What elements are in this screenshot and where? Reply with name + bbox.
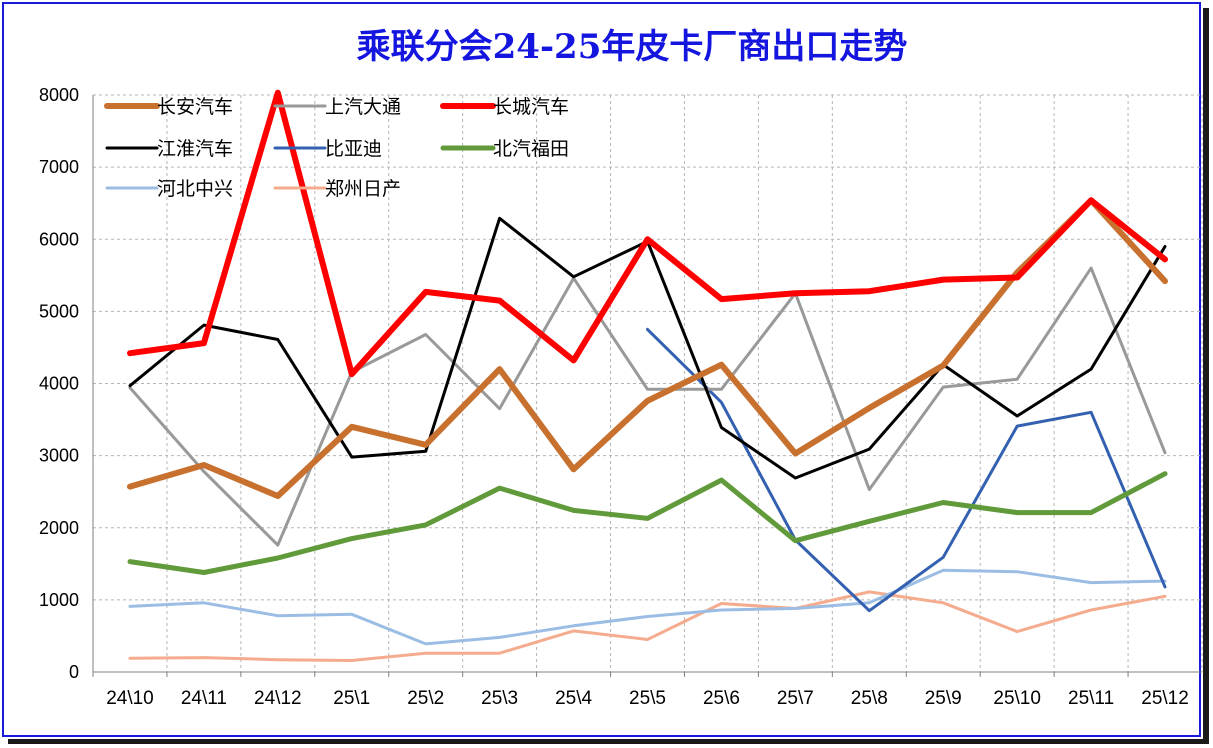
axes: 0 1000 2000 3000 4000 5000 6000 7000 8000 24\10 24… (39, 85, 1202, 709)
series-lines (127, 89, 1168, 662)
series-line-1 (127, 197, 1168, 499)
y-tick-label: 3000 (39, 446, 79, 466)
legend-item: 长城汽车 (440, 96, 569, 118)
x-tick-label: 25\1 (333, 688, 370, 709)
x-tick-label: 25\11 (1068, 688, 1114, 709)
legend-label: 北汽福田 (493, 138, 569, 160)
series-line-6 (127, 471, 1168, 575)
x-tick-label: 25\2 (407, 688, 444, 709)
frame-shadow-right (1203, 8, 1209, 742)
grid-lines (93, 94, 1203, 672)
legend-label: 上汽大通 (325, 96, 401, 118)
legend-label: 长城汽车 (493, 96, 569, 118)
y-tick-label: 5000 (39, 301, 79, 321)
y-tick-label: 6000 (39, 229, 79, 249)
x-tick-label: 25\7 (777, 688, 814, 709)
legend-item: 郑州日产 (273, 178, 401, 200)
legend-item: 河北中兴 (105, 178, 233, 200)
legend-item: 比亚迪 (273, 138, 382, 160)
series-line-8 (128, 590, 1167, 662)
x-tick-label: 25\12 (1141, 688, 1189, 709)
legend-item: 上汽大通 (273, 96, 401, 118)
frame-border (2, 2, 1201, 737)
legend-label: 比亚迪 (325, 138, 382, 160)
chart-title: 乘联分会24-25年皮卡厂商出口走势 (357, 27, 908, 67)
legend-label: 长安汽车 (157, 96, 233, 118)
series-line-2 (128, 266, 1167, 547)
y-tick-label: 8000 (39, 85, 79, 105)
series-line-7 (128, 568, 1167, 646)
x-tick-label: 25\4 (555, 688, 592, 709)
legend-item: 江淮汽车 (105, 138, 233, 160)
x-tick-label: 25\6 (703, 688, 740, 709)
x-tick-label: 24\12 (254, 688, 302, 709)
x-tick-label: 25\8 (851, 688, 888, 709)
x-tick-label: 24\10 (106, 688, 154, 709)
legend-label: 郑州日产 (325, 178, 401, 200)
legend-item: 长安汽车 (104, 96, 233, 118)
x-tick-label: 25\9 (925, 688, 962, 709)
y-tick-label: 1000 (39, 590, 79, 610)
legend-item: 北汽福田 (440, 138, 569, 160)
y-tick-label: 7000 (39, 157, 79, 177)
frame-shadow-bottom (8, 739, 1209, 744)
x-tick-label: 24\11 (181, 688, 227, 709)
y-tick-label: 2000 (39, 518, 79, 538)
x-tick-label: 25\3 (481, 688, 518, 709)
x-tick-label: 25\10 (993, 688, 1041, 709)
series-line-3 (127, 89, 1168, 378)
x-tick-label: 25\5 (629, 688, 666, 709)
series-line-5 (646, 327, 1167, 613)
y-tick-label: 0 (69, 662, 79, 682)
legend-label: 江淮汽车 (157, 138, 233, 160)
y-tick-label: 4000 (39, 374, 79, 394)
legend-label: 河北中兴 (157, 178, 233, 200)
